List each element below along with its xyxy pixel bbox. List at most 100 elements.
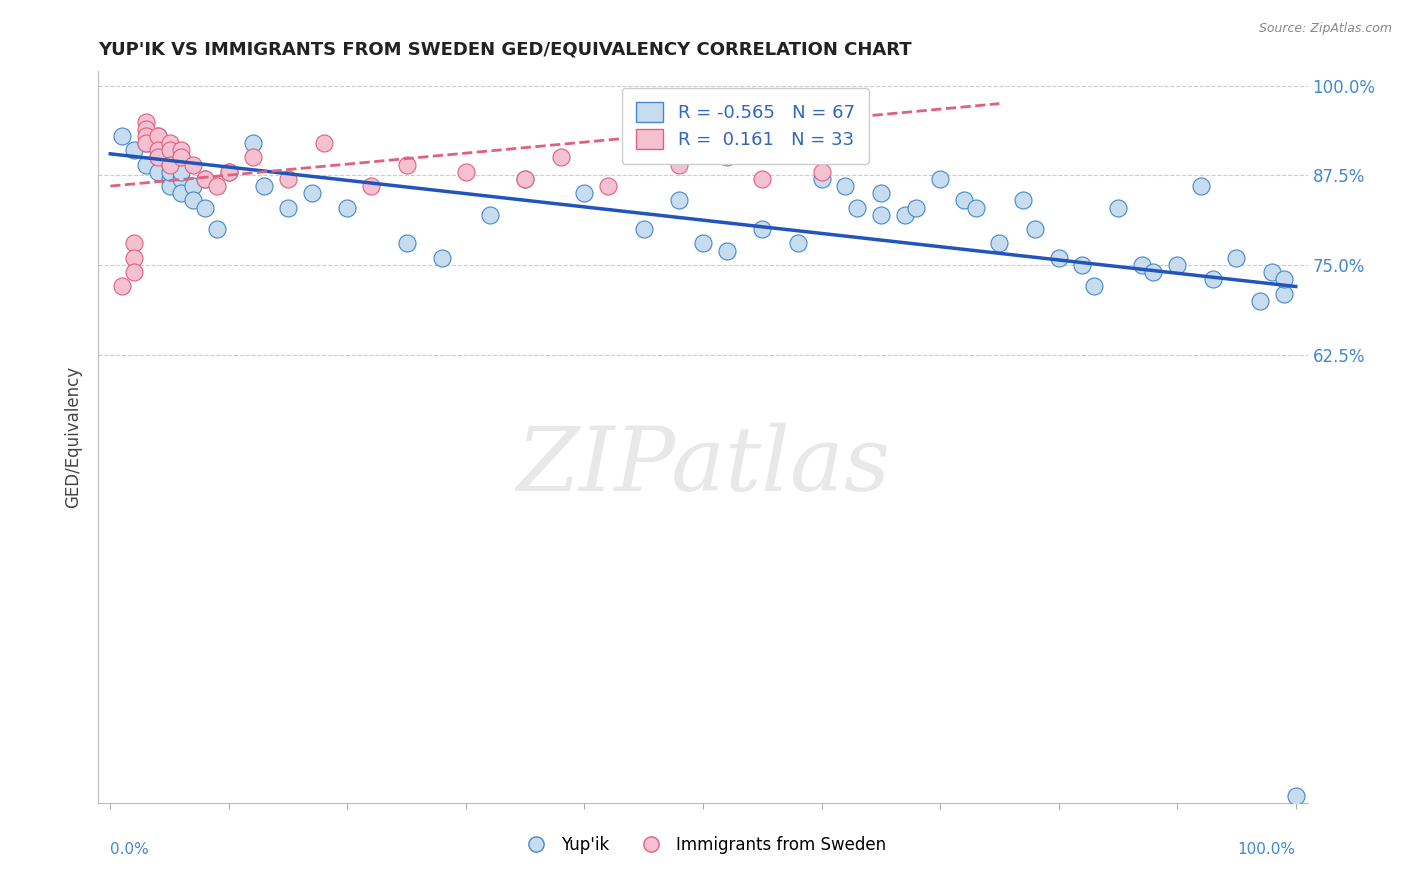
Point <box>135 121 157 136</box>
Point <box>146 128 169 143</box>
Point <box>159 143 181 157</box>
Point <box>146 150 169 164</box>
Point <box>194 172 217 186</box>
Point <box>146 150 169 164</box>
Point <box>668 158 690 172</box>
Point <box>598 179 620 194</box>
Point <box>751 222 773 236</box>
Point <box>159 158 181 172</box>
Point <box>869 186 891 201</box>
Point <box>515 172 537 186</box>
Point <box>135 128 157 143</box>
Point <box>1202 272 1225 286</box>
Point <box>159 179 181 194</box>
Point <box>810 172 832 186</box>
Text: YUP'IK VS IMMIGRANTS FROM SWEDEN GED/EQUIVALENCY CORRELATION CHART: YUP'IK VS IMMIGRANTS FROM SWEDEN GED/EQU… <box>98 41 912 59</box>
Point <box>277 201 299 215</box>
Point <box>181 194 204 208</box>
Point <box>515 172 537 186</box>
Point <box>135 136 157 150</box>
Point <box>1130 258 1153 272</box>
Point <box>194 172 217 186</box>
Point <box>111 128 134 143</box>
Text: Source: ZipAtlas.com: Source: ZipAtlas.com <box>1258 22 1392 36</box>
Point <box>454 165 477 179</box>
Point <box>1047 251 1070 265</box>
Point <box>1083 279 1105 293</box>
Point <box>692 236 714 251</box>
Point <box>395 236 418 251</box>
Point <box>1272 286 1295 301</box>
Point <box>965 201 987 215</box>
Point <box>716 150 738 164</box>
Point <box>301 186 323 201</box>
Point <box>122 265 145 279</box>
Point <box>905 201 928 215</box>
Point <box>1189 179 1212 194</box>
Point <box>1107 201 1129 215</box>
Point <box>952 194 974 208</box>
Point <box>205 222 228 236</box>
Point <box>846 201 869 215</box>
Point <box>1249 293 1271 308</box>
Point <box>988 236 1011 251</box>
Point <box>1272 272 1295 286</box>
Point <box>159 165 181 179</box>
Point <box>146 143 169 157</box>
Point <box>360 179 382 194</box>
Point <box>716 244 738 258</box>
Point <box>478 208 501 222</box>
Point <box>170 143 193 157</box>
Point <box>135 158 157 172</box>
Point <box>170 150 193 164</box>
Point <box>159 172 181 186</box>
Point <box>242 150 264 164</box>
Point <box>574 186 596 201</box>
Point <box>1142 265 1164 279</box>
Point <box>159 158 181 172</box>
Y-axis label: GED/Equivalency: GED/Equivalency <box>65 366 83 508</box>
Point <box>170 150 193 164</box>
Point <box>122 251 145 265</box>
Point <box>312 136 335 150</box>
Point <box>929 172 952 186</box>
Point <box>1012 194 1035 208</box>
Point <box>170 165 193 179</box>
Point <box>181 179 204 194</box>
Point <box>122 143 145 157</box>
Point <box>395 158 418 172</box>
Point <box>869 208 891 222</box>
Text: 0.0%: 0.0% <box>110 842 149 856</box>
Point <box>170 186 193 201</box>
Point <box>810 165 832 179</box>
Point <box>159 136 181 150</box>
Point <box>159 143 181 157</box>
Point <box>893 208 915 222</box>
Point <box>218 165 240 179</box>
Point <box>194 201 217 215</box>
Point <box>751 172 773 186</box>
Legend: Yup'ik, Immigrants from Sweden: Yup'ik, Immigrants from Sweden <box>513 829 893 860</box>
Point <box>181 158 204 172</box>
Point <box>146 165 169 179</box>
Point <box>336 201 359 215</box>
Point <box>205 179 228 194</box>
Point <box>111 279 134 293</box>
Point <box>146 143 169 157</box>
Point <box>1024 222 1046 236</box>
Point <box>1071 258 1094 272</box>
Point <box>834 179 856 194</box>
Point <box>218 165 240 179</box>
Point <box>253 179 276 194</box>
Point <box>1261 265 1284 279</box>
Point <box>633 222 655 236</box>
Text: ZIPatlas: ZIPatlas <box>516 423 890 509</box>
Point <box>550 150 572 164</box>
Point <box>786 236 808 251</box>
Point <box>1225 251 1247 265</box>
Point <box>135 136 157 150</box>
Point <box>122 236 145 251</box>
Point <box>277 172 299 186</box>
Point <box>668 194 690 208</box>
Point <box>170 172 193 186</box>
